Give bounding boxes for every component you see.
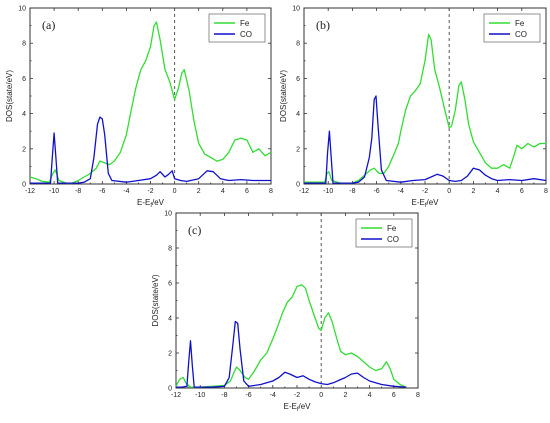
- x-tick-label: 6: [392, 392, 396, 399]
- x-tick-label: -8: [75, 188, 81, 195]
- x-tick-label: -4: [270, 392, 276, 399]
- x-tick-label: -6: [373, 188, 379, 195]
- x-tick-label: 4: [496, 188, 500, 195]
- legend-label-co: CO: [240, 30, 252, 39]
- y-tick-label: 2: [22, 146, 26, 153]
- y-tick-label: 8: [296, 41, 300, 48]
- x-axis-title: E-Ef/eV: [411, 198, 439, 209]
- x-tick-label: -2: [294, 392, 300, 399]
- x-tick-label: -6: [99, 188, 105, 195]
- y-tick-label: 8: [168, 246, 172, 253]
- x-tick-label: 0: [319, 392, 323, 399]
- x-tick-label: 4: [368, 392, 372, 399]
- legend-label-fe: Fe: [515, 19, 525, 28]
- x-tick-label: 6: [245, 188, 249, 195]
- chart-panel-1: -12 -10 -8 -6 -4 -2 0 2 4 6 8 0 2 4 6 8 10 E-Ef/eV DOS(sta…: [5, 6, 273, 210]
- y-tick-label: 4: [22, 111, 26, 118]
- y-tick-label: 6: [168, 281, 172, 288]
- y-tick-label: 6: [22, 76, 26, 83]
- x-tick-label: 2: [343, 392, 347, 399]
- y-tick-label: 2: [296, 146, 300, 153]
- legend-box: [208, 13, 266, 43]
- legend-label-fe: Fe: [240, 19, 250, 28]
- y-axis-title: DOS(state/eV): [279, 70, 288, 122]
- panel-label: (b): [316, 18, 330, 32]
- x-axis-title: E-Ef/eV: [137, 198, 165, 209]
- legend-label-co: CO: [515, 30, 527, 39]
- x-tick-label: -6: [245, 392, 251, 399]
- x-tick-label: -2: [147, 188, 153, 195]
- series-line-co: [30, 116, 271, 184]
- series-line-co: [176, 320, 406, 388]
- x-tick-label: 0: [447, 188, 451, 195]
- x-tick-label: -12: [25, 188, 35, 195]
- series-line-fe: [175, 284, 407, 388]
- legend-label-co: CO: [387, 235, 399, 244]
- x-tick-label: 8: [416, 392, 420, 399]
- panel-label: (a): [42, 18, 55, 32]
- x-tick-label: 2: [197, 188, 201, 195]
- y-tick-label: 8: [22, 41, 26, 48]
- x-tick-label: 8: [544, 188, 548, 195]
- series-line-co: [304, 95, 547, 184]
- x-tick-label: -8: [349, 188, 355, 195]
- legend-label-fe: Fe: [387, 224, 397, 233]
- y-tick-label: 10: [292, 6, 300, 13]
- x-tick-label: -12: [171, 392, 181, 399]
- y-tick-label: 0: [168, 386, 172, 393]
- x-tick-label: -4: [398, 188, 404, 195]
- panel-label: (c): [188, 223, 201, 237]
- x-tick-label: 8: [269, 188, 273, 195]
- chart-panel-3: -12 -10 -8 -6 -4 -2 0 2 4 6 8 0 2 4 6 8 10 E-Ef/eV DOS(sta…: [151, 211, 420, 414]
- y-axis-title: DOS(state/eV): [5, 70, 14, 122]
- series-line-fe: [304, 33, 546, 184]
- series-line-fe: [29, 21, 272, 184]
- legend-box: [355, 218, 413, 248]
- x-tick-label: 0: [173, 188, 177, 195]
- chart-panel-2: -12 -10 -8 -6 -4 -2 0 2 4 6 8 0 2 4 6 8 10 E-Ef/eV DOS(sta…: [279, 6, 548, 210]
- y-tick-label: 2: [168, 351, 172, 358]
- x-tick-label: 4: [221, 188, 225, 195]
- y-tick-label: 0: [22, 182, 26, 189]
- x-tick-label: -12: [299, 188, 309, 195]
- y-tick-label: 0: [296, 182, 300, 189]
- x-tick-label: -2: [422, 188, 428, 195]
- x-tick-label: -10: [323, 188, 333, 195]
- x-tick-label: -10: [195, 392, 205, 399]
- y-tick-label: 10: [164, 211, 172, 218]
- y-tick-label: 4: [168, 316, 172, 323]
- x-tick-label: -8: [221, 392, 227, 399]
- legend-box: [483, 13, 541, 43]
- y-tick-label: 10: [18, 6, 26, 13]
- x-tick-label: 2: [471, 188, 475, 195]
- x-tick-label: -4: [123, 188, 129, 195]
- x-tick-label: -10: [49, 188, 59, 195]
- y-tick-label: 4: [296, 111, 300, 118]
- x-axis-title: E-Ef/eV: [283, 402, 311, 413]
- x-tick-label: 6: [520, 188, 524, 195]
- y-axis-title: DOS(state/eV): [151, 274, 160, 326]
- y-tick-label: 6: [296, 76, 300, 83]
